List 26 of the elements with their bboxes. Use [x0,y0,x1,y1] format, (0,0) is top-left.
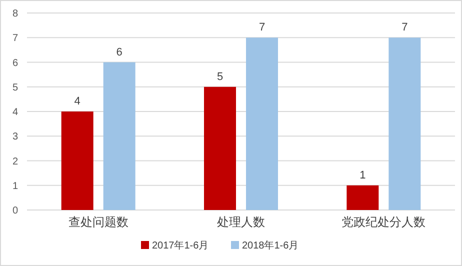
bar [246,38,278,210]
y-tick-label: 8 [12,8,18,20]
legend-label: 2017年1-6月 [152,240,209,252]
y-tick-label: 1 [12,180,18,192]
y-tick-label: 3 [12,132,18,143]
bar [61,112,94,210]
bar [346,185,379,210]
y-tick-label: 4 [12,107,18,118]
data-label: 1 [360,169,366,182]
y-tick-label: 5 [12,82,18,94]
data-label: 7 [402,22,408,34]
y-tick-label: 2 [12,156,18,168]
x-tick-label: 查处问题数 [68,215,128,229]
data-label: 7 [258,22,266,34]
x-tick-label: 党政纪处分人数 [342,215,426,229]
x-tick-label: 处理人数 [217,215,265,229]
data-label: 6 [116,46,122,58]
bar [204,86,236,210]
data-label: 4 [74,96,80,108]
y-tick-label: 6 [12,58,18,69]
data-label: 5 [216,70,224,83]
y-tick-label: 7 [12,33,18,44]
y-tick-label: 0 [12,206,18,216]
legend-label: 2018年1-6月 [242,240,299,252]
bar [388,38,421,210]
bar [103,62,136,210]
